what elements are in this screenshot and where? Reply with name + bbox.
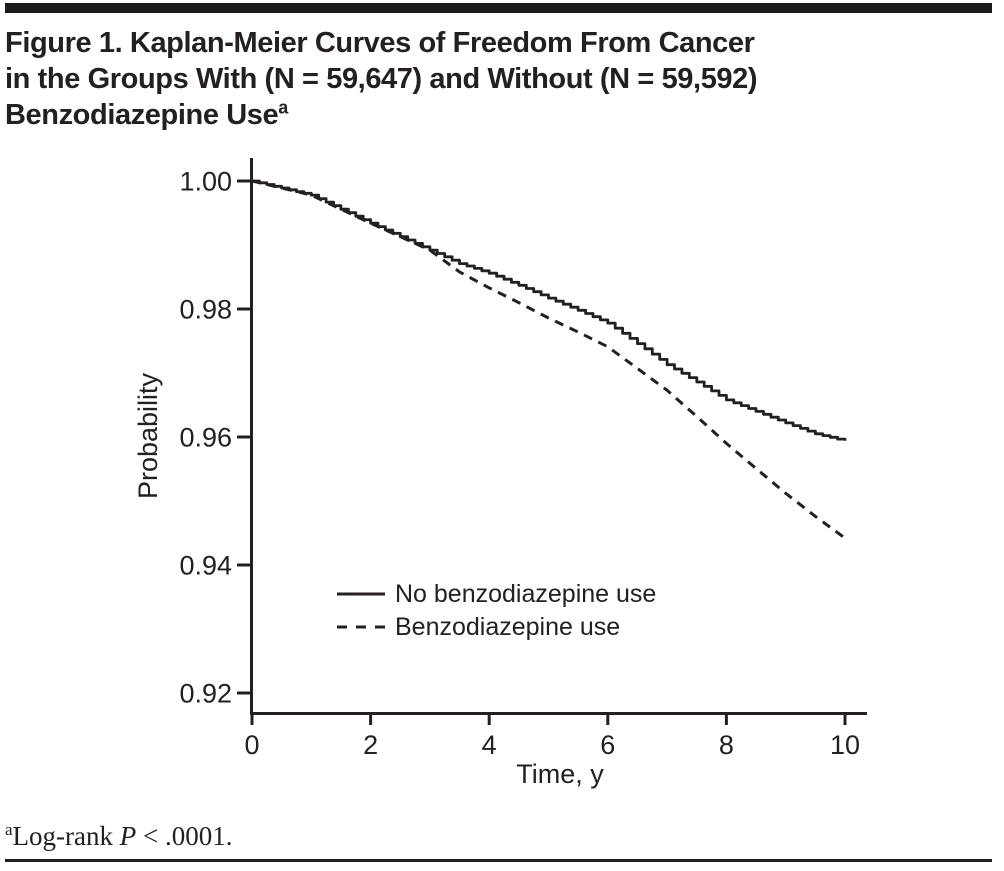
figure-title: Figure 1. Kaplan-Meier Curves of Freedom… [5,25,965,133]
y-tick-label: 0.98 [179,295,232,325]
footnote-suffix: < .0001. [136,821,233,851]
y-axis-title: Probability [133,372,163,499]
footnote-prefix: Log-rank [12,821,120,851]
x-tick-label: 4 [482,730,497,760]
x-tick-label: 10 [830,730,860,760]
figure-title-line2: in the Groups With (N = 59,647) and With… [5,63,758,95]
figure-footnote: aLog-rank P < .0001. [5,820,233,852]
y-tick-label: 0.92 [179,679,232,709]
y-tick-label: 0.94 [179,551,232,581]
x-tick-label: 8 [719,730,734,760]
figure-title-line3: Benzodiazepine Use [5,99,279,131]
top-divider-bar [5,3,992,13]
figure-title-line1: Figure 1. Kaplan-Meier Curves of Freedom… [5,27,755,59]
footnote-superscript: a [5,820,13,839]
legend-label: Benzodiazepine use [395,613,620,641]
x-tick-label: 2 [363,730,378,760]
legend-label: No benzodiazepine use [395,580,656,608]
km-curve-dashed [251,179,846,540]
figure-title-superscript: a [278,97,288,118]
x-axis-title: Time, y [516,759,604,789]
km-curve-solid [252,179,847,441]
x-tick-label: 6 [600,730,615,760]
km-curves [251,179,847,540]
chart-legend: No benzodiazepine use Benzodiazepine use [337,580,656,641]
x-tick-label: 0 [244,730,259,760]
x-axis-ticks: 0 2 4 6 8 10 [244,715,860,760]
y-tick-label: 1.00 [179,167,232,197]
bottom-divider-rule [5,859,992,862]
km-chart: 1.00 0.98 0.96 0.94 0.92 0 2 4 6 8 10 No benzodia… [133,158,867,789]
y-axis-ticks: 1.00 0.98 0.96 0.94 0.92 [179,167,250,709]
footnote-p-stat: P [119,821,137,851]
y-tick-label: 0.96 [179,423,232,453]
